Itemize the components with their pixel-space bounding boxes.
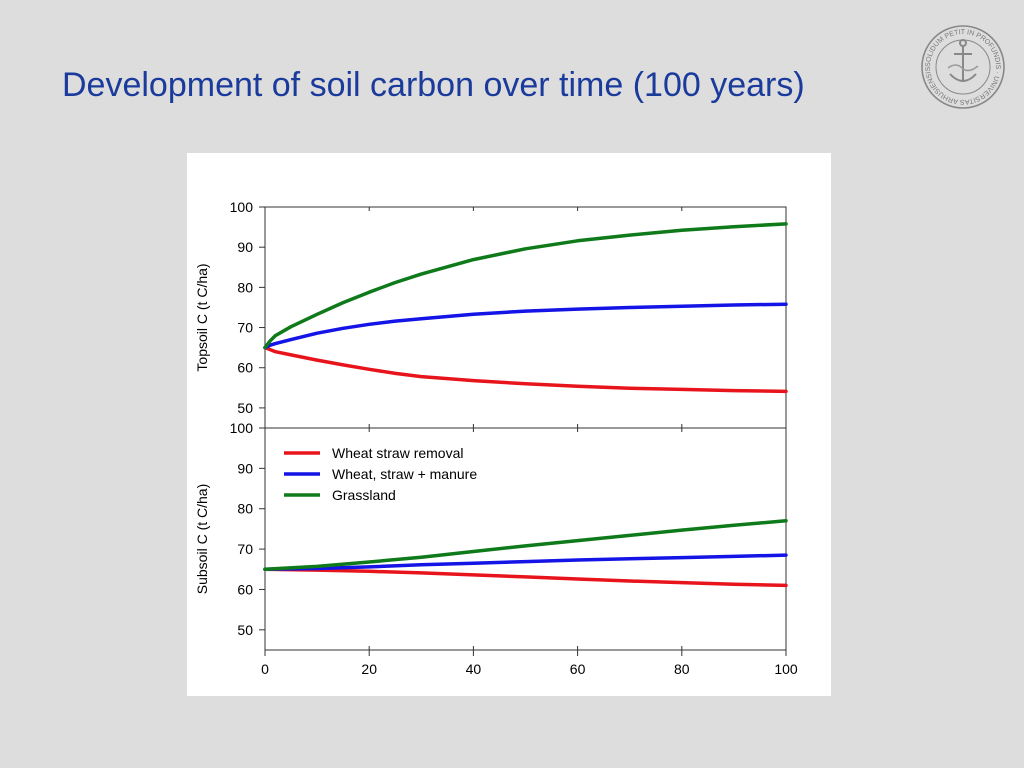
chart-panel: 50 60 70 80 90 100 Topsoil C (t C/ha) 50 60 70 80 9… (187, 153, 831, 696)
slide-title: Development of soil carbon over time (10… (62, 66, 805, 104)
y-tick-label: 60 (237, 581, 253, 597)
series-line-topsoil-wheat-straw-manure (263, 302, 788, 350)
y-tick-label: 80 (237, 501, 253, 517)
series-line-subsoil-grassland (263, 519, 788, 572)
plot-frame-1 (264, 206, 787, 429)
legend-label: Grassland (332, 487, 396, 503)
y-tick-label: 50 (237, 622, 253, 638)
y-tick-label: 70 (237, 541, 253, 557)
series-line-topsoil-grassland (263, 222, 788, 350)
x-tick-label: 20 (361, 661, 377, 677)
plot-frame-2 (264, 427, 787, 651)
legend-label: Wheat straw removal (332, 445, 463, 461)
series-line-subsoil-wheat-straw-manure (263, 553, 788, 572)
chart-canvas: 50 60 70 80 90 100 Topsoil C (t C/ha) 50 60 70 80 9… (194, 199, 798, 677)
y-axis-label: Topsoil C (t C/ha) (194, 263, 210, 371)
y-tick-label: 50 (237, 400, 253, 416)
y-tick-label: 80 (237, 279, 253, 295)
x-tick-label: 100 (774, 661, 798, 677)
y-axis-label: Subsoil C (t C/ha) (194, 484, 210, 594)
series-line-subsoil-wheat-straw-removal (263, 567, 788, 588)
y-tick-label: 100 (230, 420, 254, 436)
x-tick-label: 60 (570, 661, 586, 677)
series-line-topsoil-wheat-straw-removal (263, 345, 788, 394)
y-tick-label: 90 (237, 239, 253, 255)
legend-label: Wheat, straw + manure (332, 466, 477, 482)
x-tick-label: 80 (674, 661, 690, 677)
y-tick-label: 100 (230, 199, 254, 215)
x-tick-label: 40 (466, 661, 482, 677)
y-tick-label: 60 (237, 360, 253, 376)
university-seal-logo: SOLIDUM PETIT IN PROFUNDIS · UNIVERSITAS… (921, 25, 1005, 109)
y-tick-label: 90 (237, 460, 253, 476)
y-tick-label: 70 (237, 320, 253, 336)
x-tick-label: 0 (261, 661, 269, 677)
